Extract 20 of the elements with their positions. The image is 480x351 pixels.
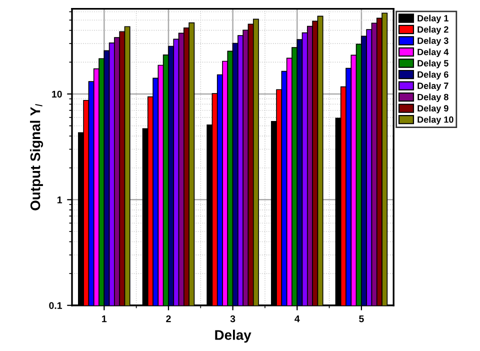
legend-label: Delay 2 — [418, 26, 448, 34]
x-tick-label: 1 — [102, 315, 107, 322]
legend-label: Delay 8 — [418, 94, 448, 102]
x-tick-label: 3 — [230, 315, 236, 322]
y-tick-label: 10 — [52, 90, 62, 98]
legend-label: Delay 9 — [418, 104, 448, 114]
legend-label: Delay 3 — [418, 37, 448, 46]
legend-label: Delay 7 — [418, 82, 448, 91]
x-axis-title: Delay — [215, 330, 252, 343]
x-tick-label: 5 — [359, 315, 364, 322]
legend-label: Delay 4 — [418, 48, 449, 57]
y-axis-title: Output Signal Y$_{I}$ — [30, 104, 44, 210]
legend-label: Delay 1 — [418, 14, 448, 24]
legend-label: Delay 6 — [418, 71, 448, 80]
y-tick-label: 1 — [57, 196, 62, 204]
y-tick-label: 0.1 — [49, 302, 62, 309]
x-tick-label: 4 — [294, 315, 300, 322]
legend-label: Delay 10 — [418, 116, 454, 125]
x-tick-label: 2 — [166, 315, 171, 322]
legend-label: Delay 5 — [418, 60, 448, 68]
